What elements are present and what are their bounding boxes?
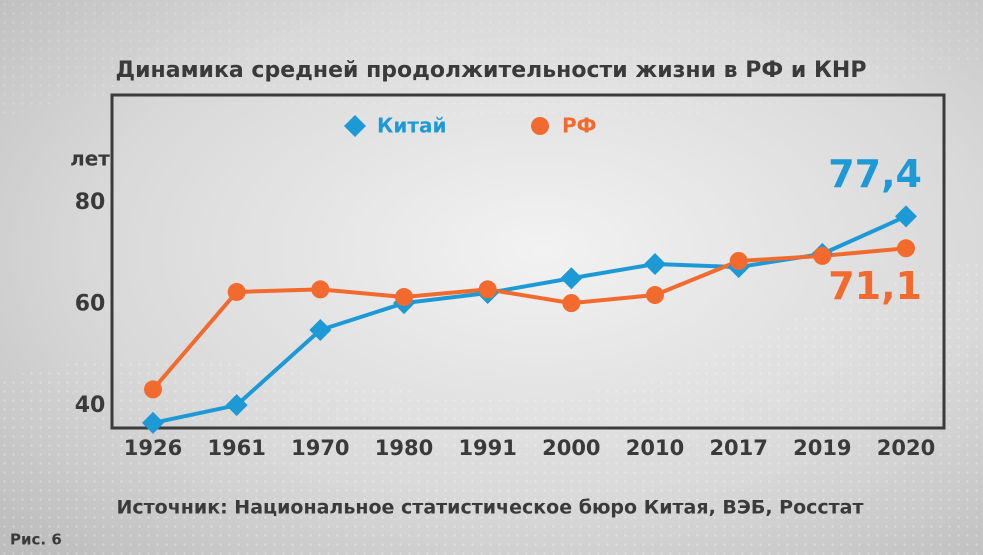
point bbox=[560, 267, 583, 290]
point bbox=[478, 280, 497, 299]
legend-marker bbox=[344, 115, 366, 137]
point bbox=[897, 239, 915, 258]
series-line bbox=[152, 214, 907, 425]
point bbox=[311, 280, 330, 299]
x-tick-label: 1970 bbox=[291, 436, 349, 460]
point bbox=[729, 251, 748, 270]
x-tick-label: 2020 bbox=[877, 436, 935, 460]
point bbox=[644, 253, 666, 276]
y-axis-label: лет bbox=[70, 147, 110, 171]
data-label: 71,1 bbox=[828, 264, 922, 308]
point bbox=[562, 294, 581, 313]
x-tick-label: 1961 bbox=[207, 436, 265, 460]
x-tick-label: 2019 bbox=[793, 436, 851, 460]
y-tick-label: 80 bbox=[75, 190, 106, 215]
point bbox=[225, 394, 248, 417]
background-dots bbox=[0, 259, 983, 555]
source: Источник: Национальное статистическое бю… bbox=[116, 497, 863, 519]
y-tick-label: 40 bbox=[75, 393, 106, 418]
legend-label: РФ bbox=[562, 114, 597, 138]
point bbox=[646, 286, 664, 305]
data-label: 77,4 bbox=[828, 152, 922, 196]
plot-frame bbox=[110, 93, 946, 430]
x-tick-label: 1980 bbox=[375, 436, 433, 460]
series-line bbox=[151, 246, 907, 391]
x-tick-label: 1991 bbox=[458, 436, 516, 460]
x-tick-label: 2010 bbox=[626, 436, 684, 460]
point bbox=[142, 411, 164, 434]
legend-marker bbox=[531, 117, 549, 135]
figure-label: Рис. 6 bbox=[10, 531, 62, 549]
x-tick-label: 1926 bbox=[124, 436, 182, 460]
point bbox=[227, 282, 246, 301]
x-tick-label: 2000 bbox=[542, 436, 600, 460]
point bbox=[395, 288, 413, 307]
y-tick-label: 60 bbox=[75, 292, 106, 317]
background-dots bbox=[0, 0, 983, 120]
point bbox=[813, 246, 832, 265]
x-tick-label: 2017 bbox=[709, 436, 767, 460]
point bbox=[895, 205, 917, 228]
legend-label: Китай bbox=[377, 114, 446, 138]
point bbox=[144, 380, 162, 399]
chart-title: Динамика средней продолжительности жизни… bbox=[116, 58, 867, 83]
point bbox=[309, 319, 332, 342]
